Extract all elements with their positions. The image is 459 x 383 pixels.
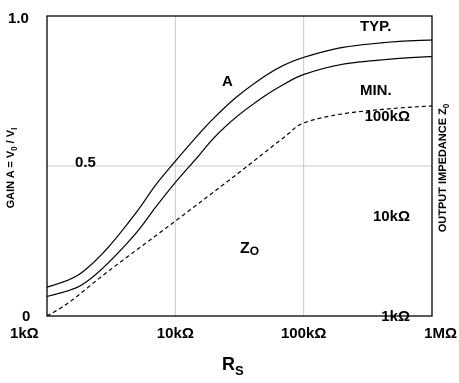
x-axis-label-main: R: [222, 354, 235, 374]
right-tick-label: 100kΩ: [365, 108, 410, 125]
annotation-zo-main: Z: [240, 240, 250, 257]
y-tick-label: 0: [22, 308, 30, 325]
annotation-zo-sub: O: [250, 244, 259, 258]
x-tick-label: 1MΩ: [424, 325, 457, 342]
right-tick-label: 1kΩ: [381, 308, 410, 325]
x-axis-label-sub: S: [235, 363, 244, 378]
annotation-zo: ZO: [240, 240, 259, 258]
series-line-zo: [46, 105, 433, 317]
x-tick-label: 10kΩ: [157, 325, 194, 342]
left-axis-label-b: / V: [5, 129, 17, 146]
left-axis-label: GAIN A = V0 / VI: [5, 128, 19, 209]
grid: [47, 16, 432, 316]
right-tick-label: 10kΩ: [373, 208, 410, 225]
left-axis-label-sub2: I: [10, 128, 19, 130]
series-line-min: [46, 55, 433, 298]
right-axis-label-sub: 0: [442, 103, 451, 108]
y-tick-label: 1.0: [8, 10, 29, 27]
y-tick-label: 0.5: [75, 154, 96, 171]
right-axis-label: OUTPUT IMPEDANCE Z0: [437, 103, 451, 232]
plot-frame: [46, 15, 433, 317]
curves: [46, 39, 433, 317]
series-line-typ: [46, 39, 433, 288]
right-axis-label-main: OUTPUT IMPEDANCE Z: [437, 108, 449, 232]
annotation-typ: TYP.: [360, 18, 391, 35]
tick-labels: 1kΩ 10kΩ 100kΩ 1MΩ 0 0.5 1.0 1kΩ 10kΩ 100kΩ: [8, 10, 457, 342]
annotation-a: A: [222, 73, 233, 90]
x-axis-label: RS: [222, 354, 244, 378]
left-axis-label-a: GAIN A = V: [5, 150, 17, 208]
left-axis-label-sub1: 0: [10, 146, 19, 151]
x-tick-label: 100kΩ: [281, 325, 326, 342]
x-tick-label: 1kΩ: [10, 325, 39, 342]
annotation-min: MIN.: [360, 82, 392, 99]
